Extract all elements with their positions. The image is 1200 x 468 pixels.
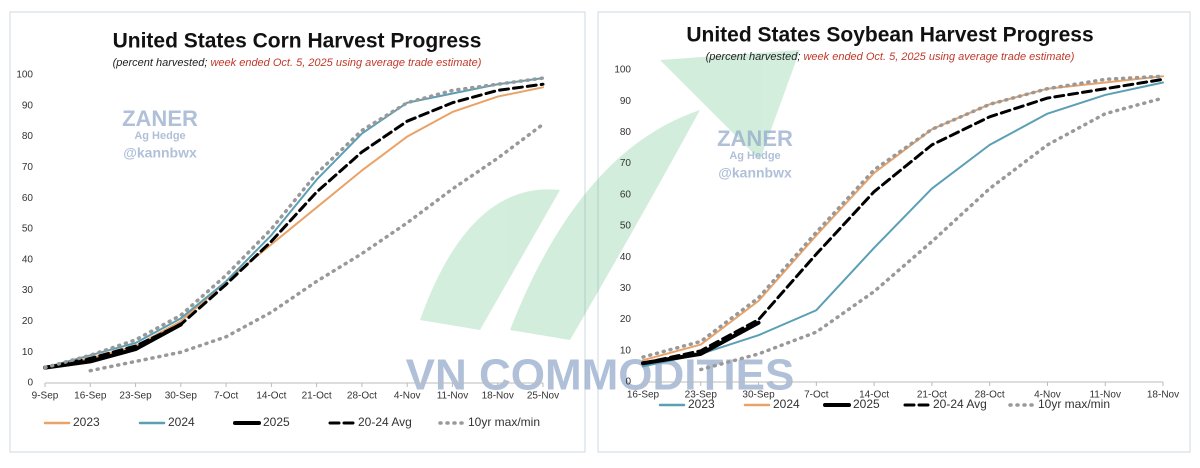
legend-label: 2025 xyxy=(853,397,880,411)
watermark-text: ZANER xyxy=(717,126,793,151)
legend-label: 10yr max/min xyxy=(1038,397,1110,411)
watermark-text: @kannbwx xyxy=(718,165,792,181)
x-tick-label: 16-Sep xyxy=(74,391,107,402)
subtitle-part: week ended Oct. 5, 2025 using average tr… xyxy=(803,51,1074,63)
subtitle-part: week ended Oct. 5, 2025 using average tr… xyxy=(210,57,481,69)
legend-label: 10yr max/min xyxy=(468,415,540,429)
series-line xyxy=(88,122,545,373)
y-tick-label: 100 xyxy=(614,65,631,76)
chart-title: United States Soybean Harvest Progress xyxy=(686,24,1093,47)
x-tick-label: 9-Sep xyxy=(32,391,59,402)
chart-subtitle: (percent harvested; week ended Oct. 5, 2… xyxy=(706,51,1075,63)
series-line xyxy=(43,82,545,370)
subtitle-part: (percent harvested; xyxy=(113,57,211,69)
y-tick-label: 100 xyxy=(16,70,33,81)
panel-right xyxy=(597,11,1191,453)
legend-label: 2024 xyxy=(773,397,800,411)
series-line xyxy=(699,96,1165,372)
x-tick-label: 23-Sep xyxy=(119,391,152,402)
watermark-text: Ag Hedge xyxy=(134,130,185,142)
x-tick-label: 30-Sep xyxy=(742,390,775,401)
x-tick-label: 21-Oct xyxy=(302,391,332,402)
watermark-text: ZANER xyxy=(122,106,198,131)
watermark-text: @kannbwx xyxy=(123,145,197,161)
y-tick-label: 50 xyxy=(22,224,34,235)
watermark: VN COMMODITIES xyxy=(406,351,795,400)
y-tick-label: 60 xyxy=(620,189,632,200)
watermark-text: Ag Hedge xyxy=(729,150,780,162)
y-tick-label: 30 xyxy=(22,285,34,296)
x-tick-label: 11-Nov xyxy=(437,391,469,402)
x-tick-label: 18-Nov xyxy=(1147,390,1179,401)
y-tick-label: 0 xyxy=(625,377,631,388)
x-tick-label: 7-Oct xyxy=(214,391,239,402)
y-tick-label: 10 xyxy=(620,345,632,356)
subtitle-part: (percent harvested; xyxy=(706,51,804,63)
x-tick-label: 30-Sep xyxy=(165,391,198,402)
y-tick-label: 20 xyxy=(22,316,34,327)
series-line xyxy=(44,77,544,369)
legend-label: 2025 xyxy=(263,415,290,429)
y-tick-label: 30 xyxy=(620,283,632,294)
x-tick-label: 4-Nov xyxy=(1034,390,1061,401)
x-tick-label: 14-Oct xyxy=(256,391,286,402)
legend-label: 2023 xyxy=(688,397,715,411)
x-tick-label: 16-Sep xyxy=(627,390,660,401)
x-tick-label: 14-Oct xyxy=(859,390,889,401)
series-line xyxy=(642,75,1164,362)
y-tick-label: 70 xyxy=(22,162,34,173)
y-tick-label: 80 xyxy=(620,127,632,138)
y-tick-label: 10 xyxy=(22,347,34,358)
series-line xyxy=(642,81,1164,368)
y-tick-label: 60 xyxy=(22,193,34,204)
y-tick-label: 70 xyxy=(620,158,632,169)
chart-title: United States Corn Harvest Progress xyxy=(113,30,482,53)
legend-label: 2023 xyxy=(73,415,100,429)
x-tick-label: 28-Oct xyxy=(347,391,377,402)
series-line xyxy=(641,77,1165,365)
x-tick-label: 4-Nov xyxy=(394,391,421,402)
legend-label: 20-24 Avg xyxy=(933,397,987,411)
y-tick-label: 90 xyxy=(620,96,632,107)
x-tick-label: 28-Oct xyxy=(975,390,1005,401)
y-tick-label: 20 xyxy=(620,314,632,325)
y-tick-label: 80 xyxy=(22,131,34,142)
legend-label: 2024 xyxy=(168,415,195,429)
arrow-watermark xyxy=(420,50,800,340)
x-tick-label: 11-Nov xyxy=(1089,390,1121,401)
y-tick-label: 90 xyxy=(22,100,34,111)
y-tick-label: 50 xyxy=(620,221,632,232)
x-tick-label: 7-Oct xyxy=(804,390,829,401)
series-line xyxy=(641,74,1165,359)
series-line xyxy=(43,76,545,370)
x-tick-label: 21-Oct xyxy=(917,390,947,401)
y-tick-label: 40 xyxy=(22,254,34,265)
chart-subtitle: (percent harvested; week ended Oct. 5, 2… xyxy=(113,57,482,69)
x-tick-label: 23-Sep xyxy=(685,390,718,401)
x-tick-label: 18-Nov xyxy=(482,391,514,402)
y-tick-label: 0 xyxy=(27,378,33,389)
y-tick-label: 40 xyxy=(620,252,632,263)
legend-label: 20-24 Avg xyxy=(358,415,412,429)
x-tick-label: 25-Nov xyxy=(527,391,559,402)
